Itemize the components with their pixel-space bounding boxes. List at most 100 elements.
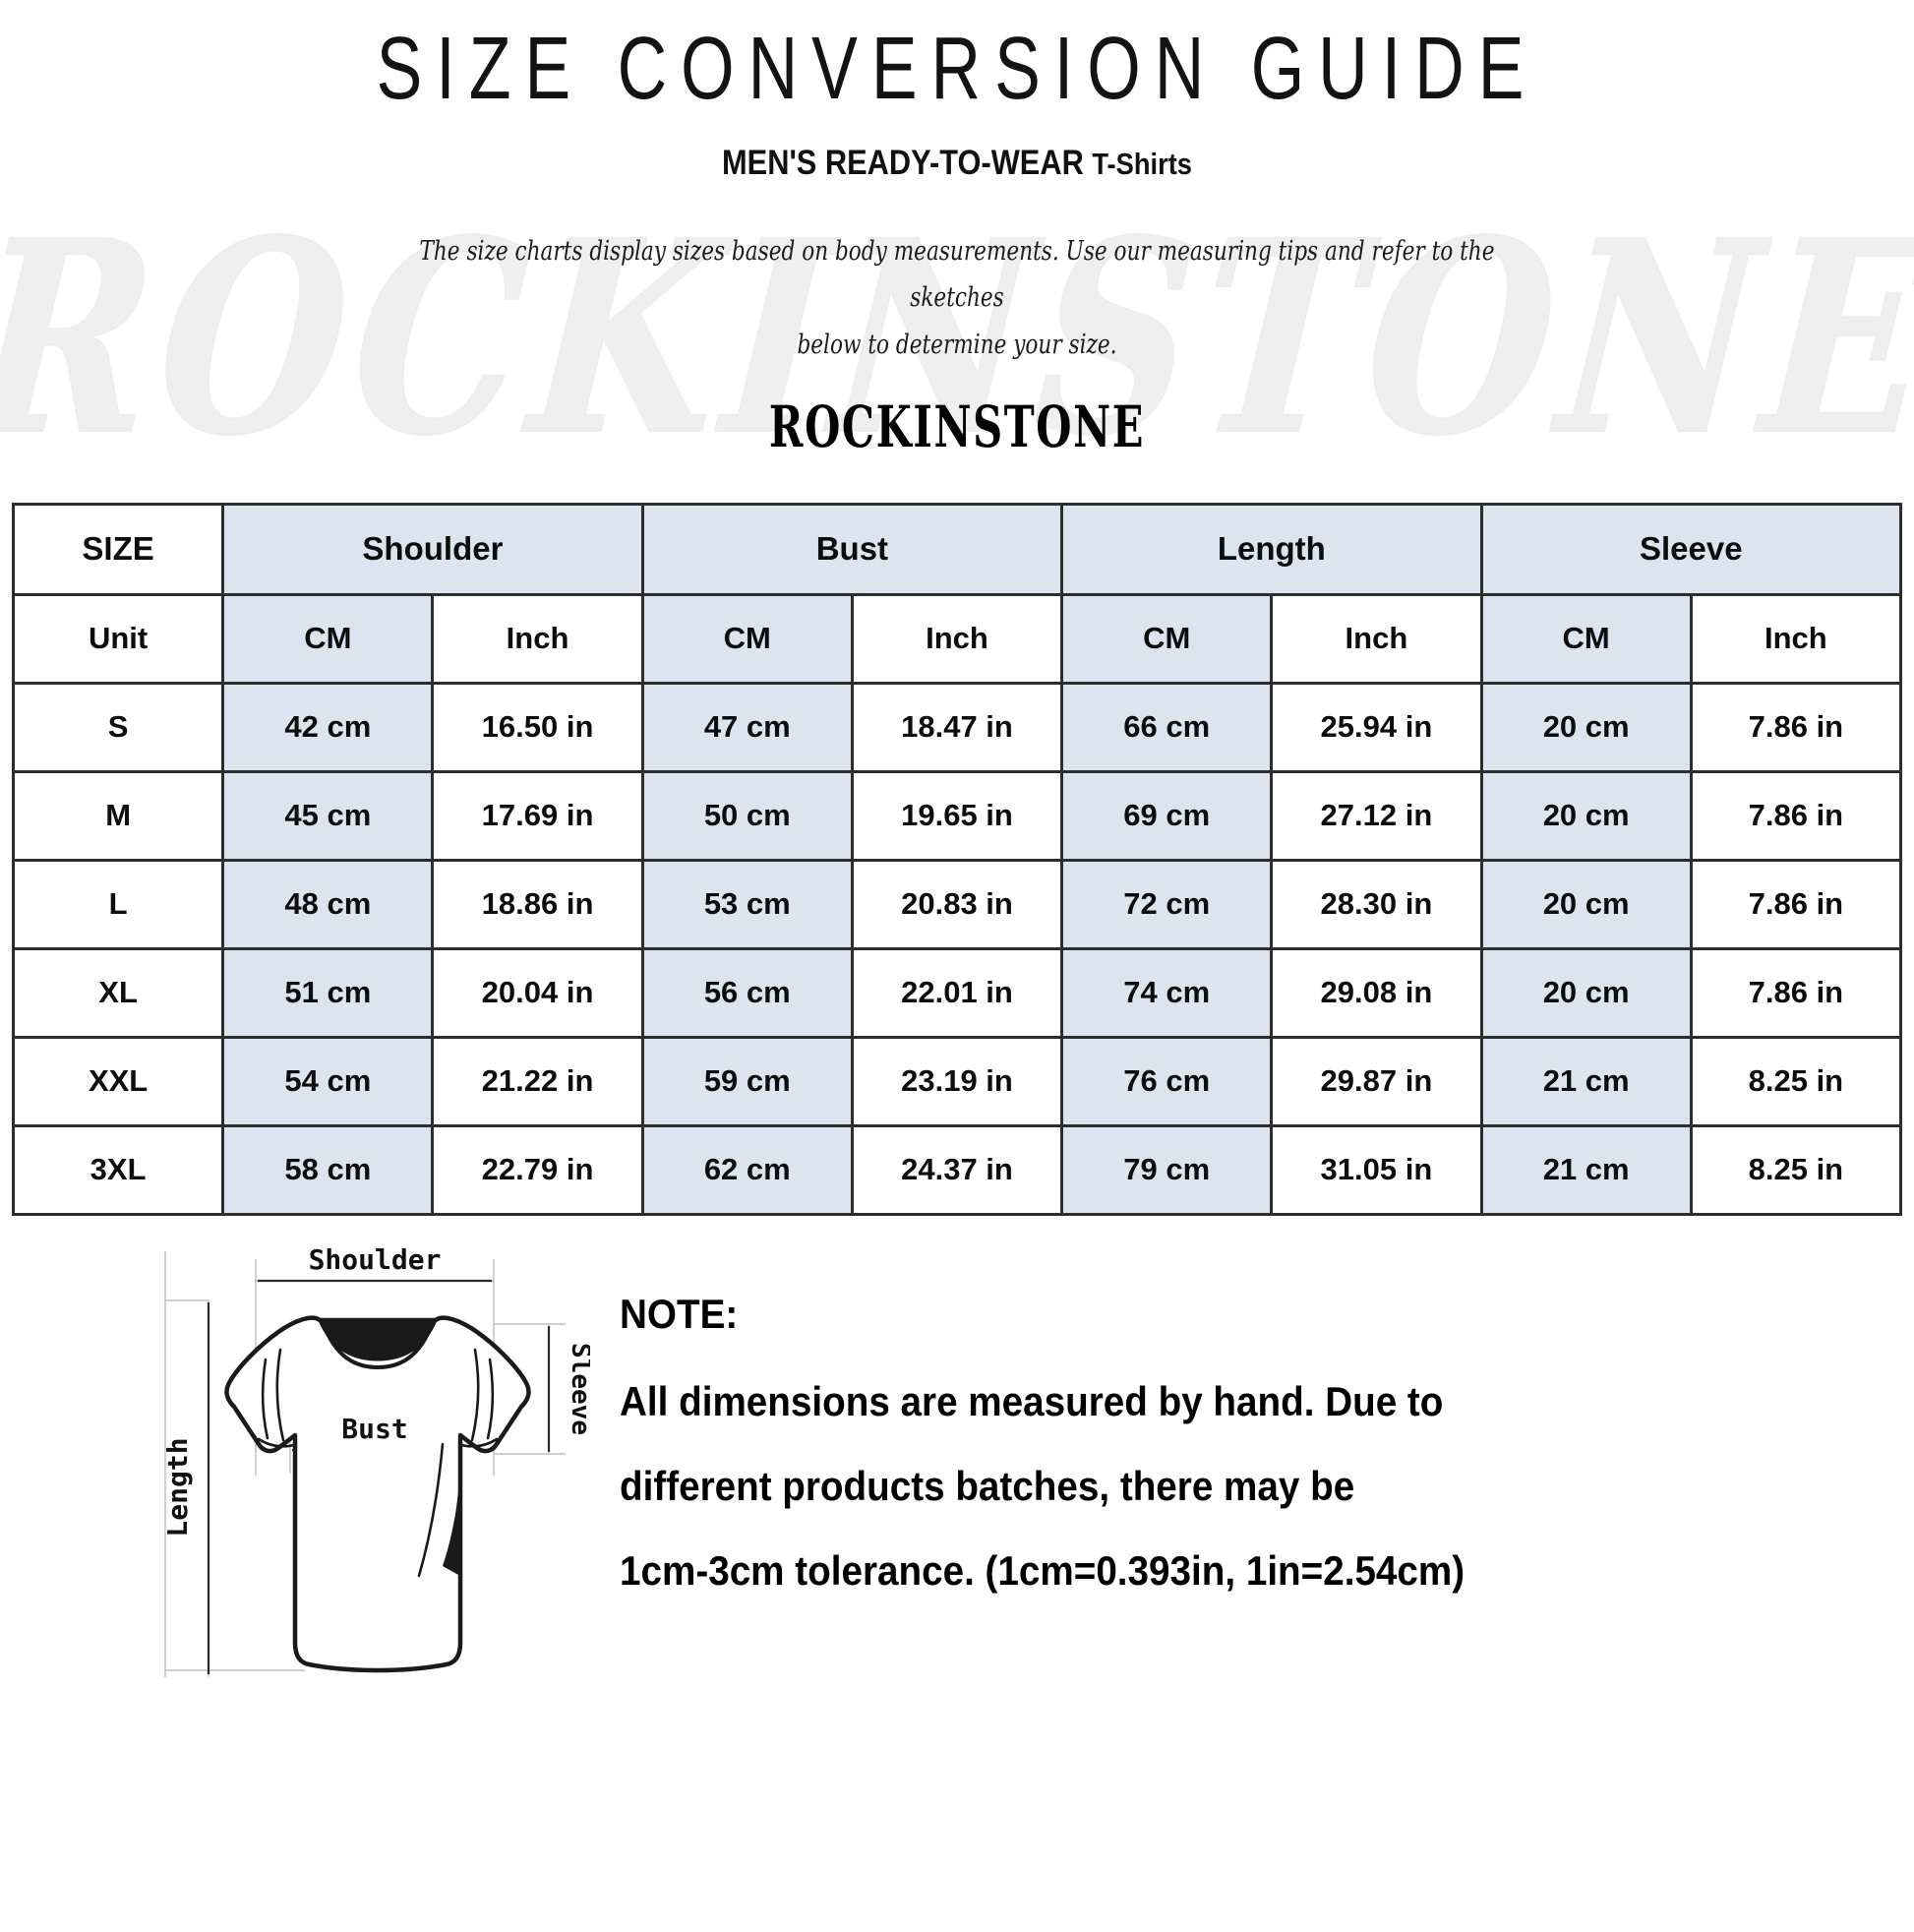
cell-xl-2: 56 cm <box>640 946 854 1039</box>
cell-size-3xl: 3XL <box>11 1123 225 1216</box>
cell-xl-7: 7.86 in <box>1689 946 1903 1039</box>
cell-3xl-3: 24.37 in <box>850 1123 1064 1216</box>
header-cell-unit-1: Inch <box>431 592 644 685</box>
header-cell-group-sleeve: Sleeve <box>1479 502 1903 596</box>
bottom-section: Shoulder Bust Length Sleeve NOTE: All di… <box>0 1230 1914 1697</box>
tshirt-shading <box>257 1348 499 1578</box>
cell-xxl-7: 8.25 in <box>1689 1035 1903 1127</box>
cell-l-7: 7.86 in <box>1689 858 1903 950</box>
cell-m-1: 17.69 in <box>431 769 644 862</box>
subtitle-category: MEN'S READY-TO-WEAR <box>722 144 1084 182</box>
cell-m-0: 45 cm <box>221 769 435 862</box>
cell-s-7: 7.86 in <box>1689 681 1903 773</box>
cell-l-1: 18.86 in <box>431 858 644 950</box>
cell-3xl-2: 62 cm <box>640 1123 854 1216</box>
cell-s-2: 47 cm <box>640 681 854 773</box>
cell-size-xl: XL <box>11 946 225 1039</box>
table-row: 3XL 58 cm 22.79 in 62 cm 24.37 in 79 cm 31.05 … <box>11 1123 1903 1216</box>
cell-3xl-1: 22.79 in <box>431 1123 644 1216</box>
length-dimension-label: Length <box>161 1437 194 1537</box>
cell-xxl-4: 76 cm <box>1060 1035 1274 1127</box>
header-cell-unit-5: Inch <box>1270 592 1483 685</box>
cell-3xl-5: 31.05 in <box>1270 1123 1483 1216</box>
cell-xxl-6: 21 cm <box>1479 1035 1693 1127</box>
cell-xl-1: 20.04 in <box>431 946 644 1039</box>
cell-s-6: 20 cm <box>1479 681 1693 773</box>
cell-s-1: 16.50 in <box>431 681 644 773</box>
table-row: S 42 cm 16.50 in 47 cm 18.47 in 66 cm 25.94 in… <box>11 681 1903 773</box>
table-row: L 48 cm 18.86 in 53 cm 20.83 in 72 cm 28.30 in… <box>11 858 1903 950</box>
brand-name: ROCKINSTONE <box>768 393 1146 461</box>
table-group-header-row: SIZE Shoulder Bust Length Sleeve <box>11 502 1903 596</box>
tshirt-sketch-svg: Shoulder Bust Length Sleeve <box>161 1243 595 1677</box>
cell-3xl-6: 21 cm <box>1479 1123 1693 1216</box>
cell-l-0: 48 cm <box>221 858 435 950</box>
cell-xxl-0: 54 cm <box>221 1035 435 1127</box>
table-unit-header-row: Unit CM Inch CM Inch CM Inch CM Inch <box>11 592 1903 685</box>
cell-3xl-0: 58 cm <box>221 1123 435 1216</box>
header-cell-unit-4: CM <box>1060 592 1274 685</box>
cell-m-6: 20 cm <box>1479 769 1693 862</box>
cell-xl-5: 29.08 in <box>1270 946 1483 1039</box>
cell-m-7: 7.86 in <box>1689 769 1903 862</box>
cell-l-4: 72 cm <box>1060 858 1274 950</box>
cell-l-2: 53 cm <box>640 858 854 950</box>
header-cell-group-length: Length <box>1060 502 1483 596</box>
cell-xl-4: 74 cm <box>1060 946 1274 1039</box>
cell-size-m: M <box>11 769 225 862</box>
table-row: XXL 54 cm 21.22 in 59 cm 23.19 in 76 cm 29.87 … <box>11 1035 1903 1127</box>
size-table-container: SIZE Shoulder Bust Length Sleeve Unit CM Inch CM… <box>11 502 1903 1216</box>
cell-3xl-4: 79 cm <box>1060 1123 1274 1216</box>
cell-s-0: 42 cm <box>221 681 435 773</box>
description-line-1: The size charts display sizes based on b… <box>419 236 1495 314</box>
bust-dimension-label: Bust <box>341 1413 407 1445</box>
cell-xl-0: 51 cm <box>221 946 435 1039</box>
description-line-2: below to determine your size. <box>797 329 1117 360</box>
cell-size-xxl: XXL <box>11 1035 225 1127</box>
cell-m-3: 19.65 in <box>850 769 1064 862</box>
header-cell-unit-3: Inch <box>850 592 1064 685</box>
page-subtitle: MEN'S READY-TO-WEAR T-Shirts <box>115 144 1799 183</box>
note-line-2: different products batches, there may be <box>620 1462 1355 1509</box>
header-cell-unit-6: CM <box>1479 592 1693 685</box>
cell-s-4: 66 cm <box>1060 681 1274 773</box>
note-line-1: All dimensions are measured by hand. Due… <box>620 1377 1444 1424</box>
page-description: The size charts display sizes based on b… <box>406 228 1508 368</box>
cell-s-5: 25.94 in <box>1270 681 1483 773</box>
cell-xxl-2: 59 cm <box>640 1035 854 1127</box>
header-cell-unit-label: Unit <box>11 592 225 685</box>
cell-l-6: 20 cm <box>1479 858 1693 950</box>
page-title: SIZE CONVERSION GUIDE <box>376 19 1538 118</box>
note-block: NOTE: All dimensions are measured by han… <box>590 1230 1914 1635</box>
tshirt-outline <box>224 1315 531 1672</box>
cell-m-2: 50 cm <box>640 769 854 862</box>
cell-3xl-7: 8.25 in <box>1689 1123 1903 1216</box>
header-cell-unit-0: CM <box>221 592 435 685</box>
size-conversion-table: SIZE Shoulder Bust Length Sleeve Unit CM Inch CM… <box>11 502 1903 1216</box>
cell-m-5: 27.12 in <box>1270 769 1483 862</box>
header-cell-size: SIZE <box>11 502 225 596</box>
cell-size-s: S <box>11 681 225 773</box>
cell-m-4: 69 cm <box>1060 769 1274 862</box>
cell-l-3: 20.83 in <box>850 858 1064 950</box>
cell-xxl-5: 29.87 in <box>1270 1035 1483 1127</box>
cell-size-l: L <box>11 858 225 950</box>
header-cell-group-shoulder: Shoulder <box>221 502 644 596</box>
cell-xl-3: 22.01 in <box>850 946 1064 1039</box>
cell-xxl-1: 21.22 in <box>431 1035 644 1127</box>
header-cell-group-bust: Bust <box>640 502 1064 596</box>
sleeve-dimension-label: Sleeve <box>566 1343 590 1435</box>
cell-s-3: 18.47 in <box>850 681 1064 773</box>
note-title: NOTE: <box>620 1290 739 1337</box>
table-row: XL 51 cm 20.04 in 56 cm 22.01 in 74 cm 29.08 i… <box>11 946 1903 1039</box>
table-row: M 45 cm 17.69 in 50 cm 19.65 in 69 cm 27.12 in… <box>11 769 1903 862</box>
header-cell-unit-7: Inch <box>1689 592 1903 685</box>
tshirt-fold-shadow <box>443 1437 460 1576</box>
subtitle-product: T-Shirts <box>1092 147 1192 181</box>
note-line-3: 1cm-3cm tolerance. (1cm=0.393in, 1in=2.5… <box>620 1546 1465 1594</box>
shoulder-dimension-label: Shoulder <box>309 1243 442 1276</box>
cell-l-5: 28.30 in <box>1270 858 1483 950</box>
tshirt-measurement-diagram: Shoulder Bust Length Sleeve <box>0 1230 595 1697</box>
header-cell-unit-2: CM <box>640 592 854 685</box>
cell-xl-6: 20 cm <box>1479 946 1693 1039</box>
